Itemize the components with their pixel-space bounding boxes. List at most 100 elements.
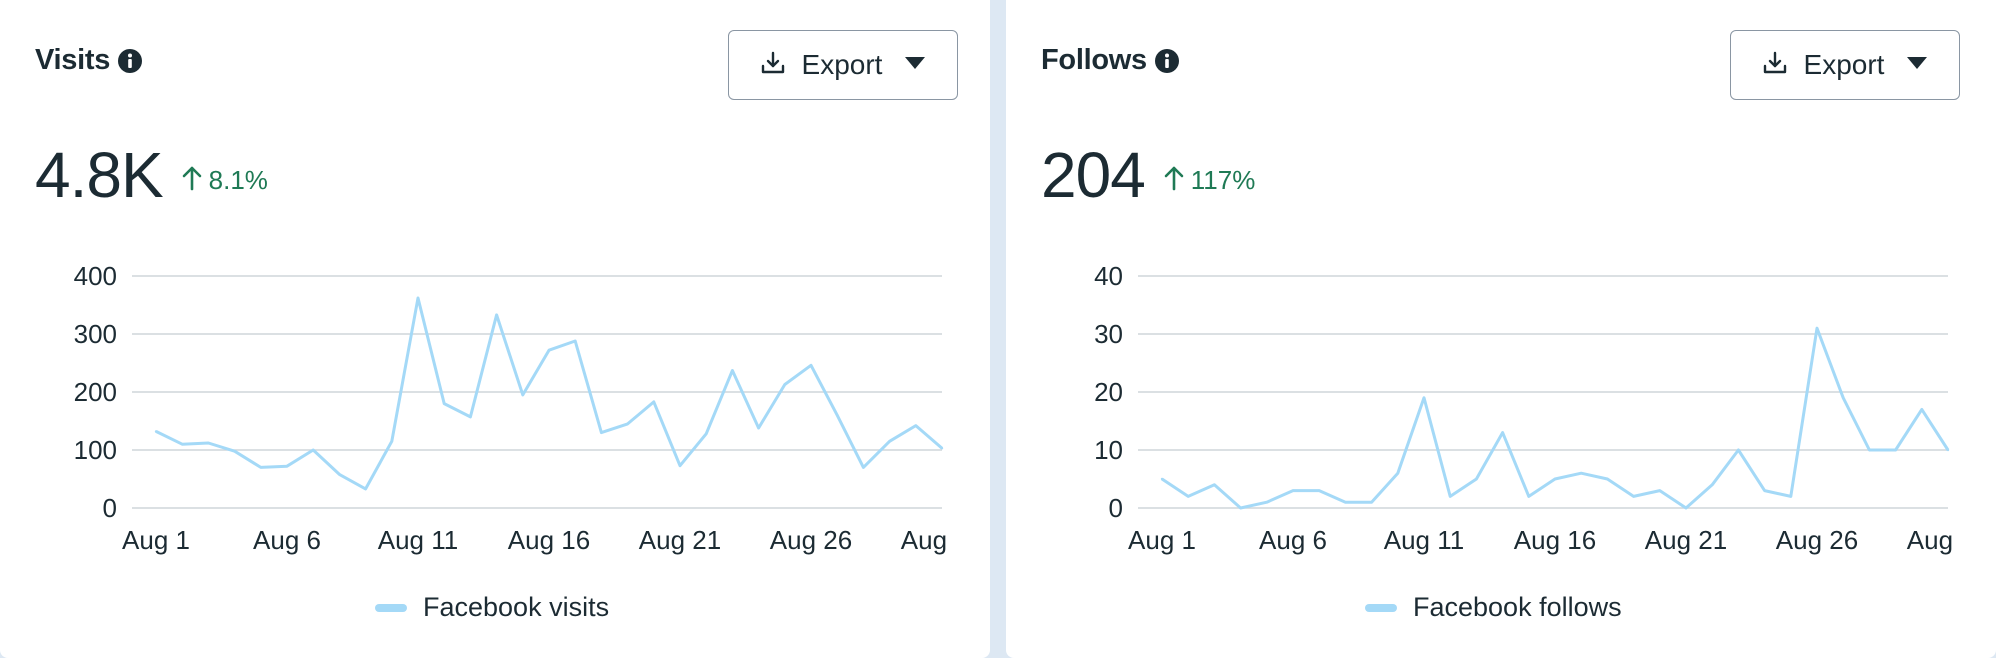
data-point	[1291, 489, 1295, 492]
data-point	[914, 424, 917, 427]
data-point	[1553, 477, 1557, 481]
visits-metric-row: 4.8K 8.1%	[35, 138, 268, 212]
data-point	[259, 466, 262, 469]
follows-metric-value: 204	[1041, 139, 1146, 211]
data-point	[390, 440, 393, 443]
series-line	[1161, 326, 1950, 510]
info-icon[interactable]	[1154, 48, 1180, 74]
data-point	[1396, 472, 1399, 475]
follows-trend: 117%	[1163, 164, 1256, 196]
y-tick-label: 30	[1094, 319, 1123, 349]
data-point	[207, 441, 210, 445]
data-point	[1737, 448, 1740, 452]
visits-legend[interactable]: Facebook visits	[375, 592, 609, 623]
data-point	[1501, 431, 1504, 434]
data-point	[443, 402, 446, 405]
data-point	[809, 364, 813, 367]
data-point	[1370, 501, 1373, 504]
data-point	[574, 339, 577, 343]
data-point	[1815, 327, 1819, 330]
data-point	[1842, 396, 1845, 399]
data-point	[600, 431, 603, 434]
data-point	[940, 447, 944, 450]
data-point	[1422, 396, 1426, 399]
data-point	[469, 415, 472, 419]
arrow-up-icon	[1163, 165, 1185, 196]
visits-metric-value: 4.8K	[35, 139, 164, 211]
y-tick-label: 100	[74, 435, 117, 465]
series-line	[155, 296, 943, 491]
data-point	[495, 313, 498, 317]
data-point	[547, 349, 551, 352]
data-point	[1580, 472, 1583, 475]
follows-change-percent: 117%	[1190, 164, 1256, 195]
x-tick-label: Aug 6	[253, 525, 321, 555]
x-tick-label: Aug 11	[378, 525, 458, 555]
y-tick-label: 20	[1094, 377, 1123, 407]
data-point	[1632, 495, 1635, 498]
data-point	[1894, 448, 1897, 452]
x-tick-label: Aug 31	[1907, 525, 1989, 555]
data-point	[1868, 448, 1871, 452]
export-label: Export	[801, 49, 883, 80]
visits-export-button[interactable]: Export	[728, 30, 958, 100]
data-point	[1946, 448, 1950, 452]
data-point	[783, 383, 786, 386]
arrow-up-icon	[181, 165, 203, 196]
x-tick-label: Aug 21	[1645, 525, 1727, 555]
data-point	[338, 473, 341, 476]
data-point	[1920, 408, 1923, 411]
data-point	[1606, 477, 1609, 481]
visits-trend: 8.1%	[181, 165, 268, 196]
y-tick-label: 10	[1094, 435, 1123, 465]
data-point	[862, 466, 865, 469]
visits-line-chart: 0 100 200 300 400 Aug 1 Aug 6 Aug 11 Aug 16 Aug 2…	[74, 261, 983, 555]
data-point	[626, 422, 629, 426]
x-tick-label: Aug 21	[639, 525, 721, 555]
y-tick-label: 0	[1109, 493, 1123, 523]
data-point	[888, 440, 891, 443]
data-point	[1449, 495, 1452, 498]
follows-line-chart: 0 10 20 30 40 Aug 1 Aug 6 Aug 11 Aug 16 Aug 21 Aug…	[1094, 261, 1989, 555]
data-point	[1658, 489, 1661, 492]
x-tick-label: Aug 26	[770, 525, 852, 555]
data-point	[312, 448, 315, 452]
data-point	[678, 464, 682, 467]
y-tick-label: 400	[74, 261, 117, 291]
data-point	[1684, 506, 1688, 510]
data-point	[1213, 483, 1216, 486]
x-tick-label: Aug 26	[1776, 525, 1858, 555]
data-point	[731, 369, 734, 372]
x-tick-label: Aug 11	[1384, 525, 1464, 555]
download-icon	[760, 50, 786, 81]
data-point	[1789, 495, 1792, 498]
follows-legend[interactable]: Facebook follows	[1365, 592, 1622, 623]
data-point	[1239, 506, 1242, 510]
follows-export-button[interactable]: Export	[1730, 30, 1960, 100]
follows-legend-label: Facebook follows	[1413, 592, 1622, 622]
data-point	[233, 449, 236, 453]
legend-swatch	[1365, 603, 1397, 612]
data-point	[1475, 477, 1478, 481]
data-point	[757, 426, 760, 430]
x-tick-label: Aug 6	[1259, 525, 1327, 555]
data-point	[1318, 489, 1321, 492]
data-point	[1187, 495, 1190, 498]
data-point	[1344, 501, 1347, 504]
follows-title-row: Follows	[1041, 44, 1180, 77]
y-tick-label: 300	[74, 319, 117, 349]
data-point	[1763, 489, 1766, 492]
data-point	[521, 393, 524, 397]
visits-change-percent: 8.1%	[208, 164, 268, 195]
data-point	[652, 400, 655, 404]
follows-metric-row: 204 117%	[1041, 138, 1255, 212]
data-point	[1711, 483, 1714, 486]
follows-title: Follows	[1041, 44, 1147, 76]
x-tick-label: Aug 31	[901, 525, 983, 555]
data-point	[181, 443, 184, 446]
follows-card: Follows Export 204 117% 0 10 20 30 40 Aug 1 Au…	[1006, 0, 1996, 658]
data-point	[1265, 501, 1268, 504]
info-icon[interactable]	[117, 48, 143, 74]
data-point	[1160, 477, 1164, 481]
y-tick-label: 40	[1094, 261, 1123, 291]
